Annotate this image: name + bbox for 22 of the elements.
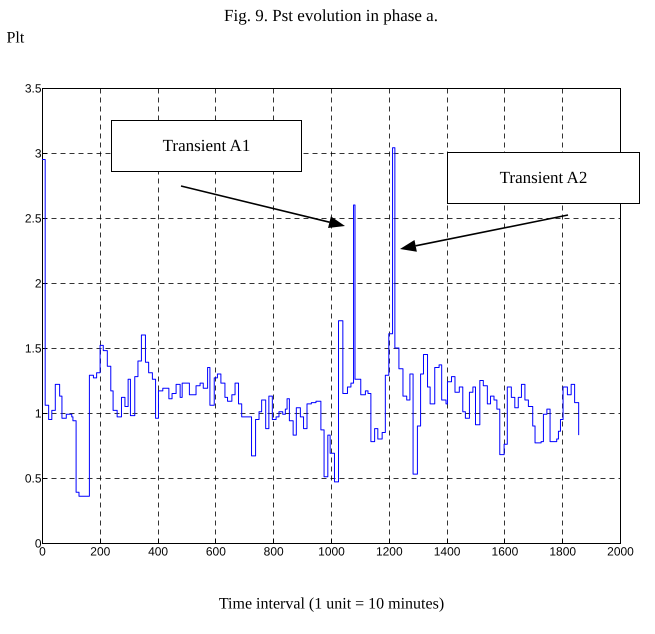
x-tick-label: 200 [90, 544, 111, 558]
x-axis-title: Time interval (1 unit = 10 minutes) [218, 596, 444, 612]
x-tick-label: 1800 [549, 544, 576, 558]
x-tick-label: 1400 [434, 544, 461, 558]
callout-box: Transient A1 [111, 120, 302, 172]
y-tick-label: 3 [34, 146, 42, 160]
chart-title: Fig. 9. Pst evolution in phase a. [224, 6, 438, 25]
callout-box: Transient A2 [447, 152, 640, 204]
y-tick-label: 1 [34, 406, 42, 420]
x-tick-label: 1600 [492, 544, 519, 558]
x-tick-label: 1200 [376, 544, 403, 558]
y-tick-label: 0.5 [24, 472, 42, 486]
x-tick-label: 2000 [607, 544, 634, 558]
y-tick-label: 2.5 [24, 212, 42, 226]
x-tick-label: 1000 [318, 544, 346, 558]
y-tick-label: 2 [34, 276, 42, 290]
x-tick-label: 800 [264, 544, 284, 558]
x-tick-label: 600 [206, 544, 226, 558]
y-axis-title: Plt [6, 30, 25, 46]
x-tick-label: 400 [148, 544, 168, 558]
y-tick-label: 3.5 [24, 82, 42, 96]
y-tick-label: 1.5 [24, 342, 42, 356]
